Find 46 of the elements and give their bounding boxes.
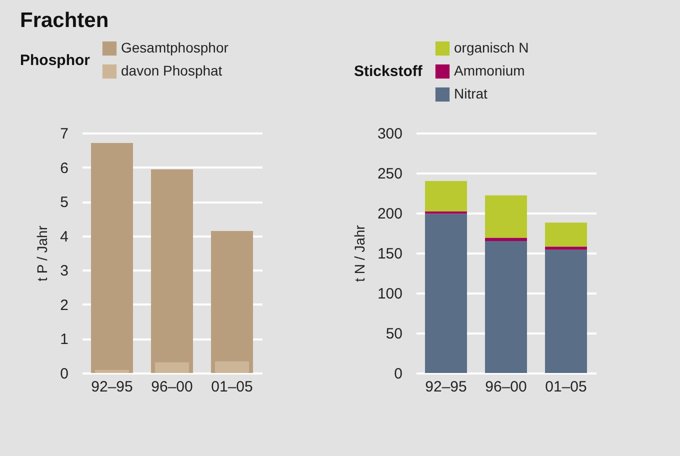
y-tick-label: 200 xyxy=(377,206,402,222)
legend-title: Phosphor xyxy=(20,52,90,69)
bar xyxy=(485,241,527,373)
y-tick-label: 1 xyxy=(60,331,68,348)
bar xyxy=(545,246,587,250)
y-axis-title: t N / Jahr xyxy=(351,224,368,282)
bar xyxy=(485,195,527,238)
legend-label: Nitrat xyxy=(454,86,488,102)
y-axis-title: t P / Jahr xyxy=(34,225,50,282)
bar xyxy=(425,214,467,373)
y-tick-label: 3 xyxy=(60,262,68,280)
legend-title: Stickstoff xyxy=(354,63,424,80)
y-tick-label: 7 xyxy=(60,126,68,142)
bar xyxy=(215,361,249,373)
bar xyxy=(425,181,467,212)
y-tick-label: 0 xyxy=(394,366,402,382)
y-tick-label: 5 xyxy=(60,194,68,212)
y-tick-label: 300 xyxy=(377,126,402,142)
x-tick-label: 96–00 xyxy=(485,378,527,396)
x-tick-label: 96–00 xyxy=(151,378,193,396)
y-tick-label: 100 xyxy=(377,286,402,302)
y-tick-label: 2 xyxy=(60,296,68,314)
bar xyxy=(211,231,253,373)
x-tick-label: 92–95 xyxy=(425,378,467,396)
y-tick-label: 150 xyxy=(377,246,402,262)
legend-label: davon Phosphat xyxy=(121,62,222,78)
bar xyxy=(151,169,193,373)
bar xyxy=(91,142,133,373)
bar xyxy=(545,222,587,247)
bar xyxy=(95,370,129,373)
y-tick-label: 0 xyxy=(60,366,68,382)
bar xyxy=(485,238,527,241)
y-tick-label: 50 xyxy=(386,326,402,342)
legend-label: Gesamtphosphor xyxy=(121,40,229,56)
bar xyxy=(155,362,189,373)
y-tick-label: 6 xyxy=(60,160,68,177)
legend-label: Ammonium xyxy=(454,62,525,78)
y-tick-label: 4 xyxy=(60,228,68,246)
bar xyxy=(425,211,467,214)
y-tick-label: 250 xyxy=(377,166,402,182)
bar xyxy=(545,250,587,373)
x-tick-label: 01–05 xyxy=(211,378,253,396)
chart-title: Frachten xyxy=(20,9,109,32)
legend-label: organisch N xyxy=(454,40,529,56)
x-tick-label: 92–95 xyxy=(91,378,133,396)
x-tick-label: 01–05 xyxy=(545,378,587,396)
